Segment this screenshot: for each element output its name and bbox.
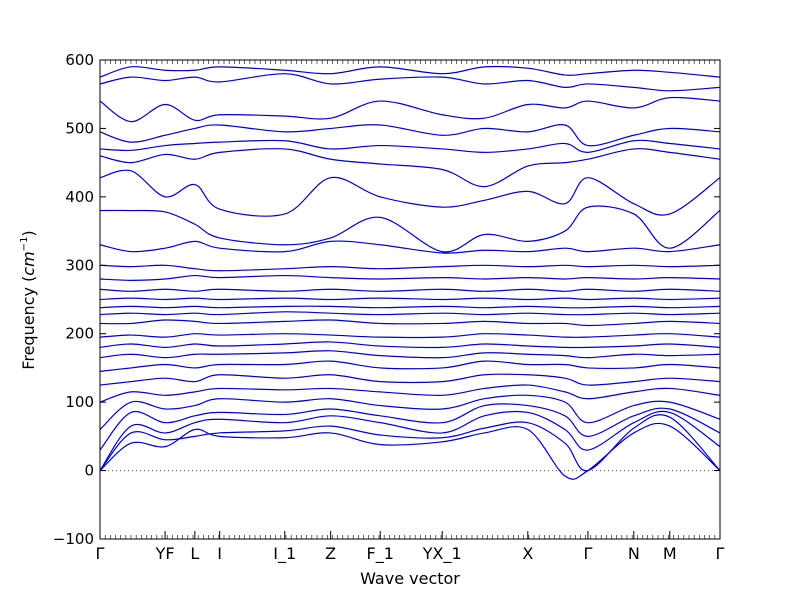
- band-line-3: [99, 410, 721, 471]
- y-tick-label: 0: [84, 462, 94, 480]
- band-line-24: [99, 124, 721, 147]
- band-line-18: [99, 264, 721, 272]
- x-tick-label: M: [663, 544, 677, 563]
- band-line-27: [99, 65, 721, 78]
- y-axis-label: Frequency (cm−1): [19, 230, 38, 369]
- x-tick-label: Z: [325, 544, 336, 563]
- band-line-17: [99, 274, 721, 281]
- band-line-8: [99, 360, 721, 372]
- x-tick-label: Γ: [583, 544, 592, 563]
- band-line-25: [99, 96, 721, 123]
- y-tick-label: 200: [65, 325, 94, 343]
- x-axis-ticks: Γ YF L I I_1 Z F_1 YX_1 X Γ N M Γ: [96, 60, 725, 564]
- x-axis-label: Wave vector: [360, 569, 460, 588]
- x-tick-label: Γ: [96, 544, 105, 563]
- band-line-1: [99, 422, 721, 480]
- band-line-22: [99, 148, 721, 188]
- band-line-4: [99, 403, 721, 451]
- x-tick-label: I_1: [273, 544, 296, 564]
- band-line-19: [99, 240, 721, 254]
- x-tick-label: L: [190, 544, 199, 563]
- band-line-11: [99, 333, 721, 339]
- x-tick-label: X: [522, 544, 533, 563]
- band-line-26: [99, 73, 721, 92]
- x-tick-label: F_1: [367, 544, 394, 564]
- band-line-13: [99, 311, 721, 316]
- y-axis-label-exponent: −1: [19, 237, 30, 252]
- band-line-20: [99, 205, 721, 253]
- y-axis-label-close: ): [19, 230, 38, 236]
- band-line-16: [99, 288, 721, 292]
- band-line-10: [99, 341, 721, 349]
- y-tick-label: 600: [65, 51, 94, 69]
- band-line-15: [99, 297, 721, 301]
- band-line-23: [99, 139, 721, 153]
- band-line-7: [99, 373, 721, 386]
- y-tick-label: 400: [65, 188, 94, 206]
- y-axis-ticks: −100 0 100 200 300 400 500 600: [53, 51, 720, 548]
- band-line-5: [99, 394, 721, 430]
- x-tick-label: I: [217, 544, 222, 563]
- phonon-bands: [99, 65, 721, 480]
- y-tick-label: 100: [65, 393, 94, 411]
- y-tick-label: 500: [65, 119, 94, 137]
- x-tick-label: YX_1: [422, 544, 462, 564]
- band-line-21: [99, 169, 721, 217]
- band-line-2: [99, 414, 721, 472]
- x-tick-label: Γ: [716, 544, 725, 563]
- x-tick-label: YF: [155, 544, 175, 563]
- y-axis-label-unit: cm: [19, 251, 38, 275]
- band-line-12: [99, 319, 721, 327]
- y-axis-label-main: Frequency (: [19, 276, 38, 370]
- y-tick-label: −100: [53, 530, 94, 548]
- band-line-14: [99, 305, 721, 309]
- band-line-9: [99, 350, 721, 359]
- band-line-6: [99, 384, 721, 403]
- x-tick-label: N: [628, 544, 640, 563]
- y-tick-label: 300: [65, 256, 94, 274]
